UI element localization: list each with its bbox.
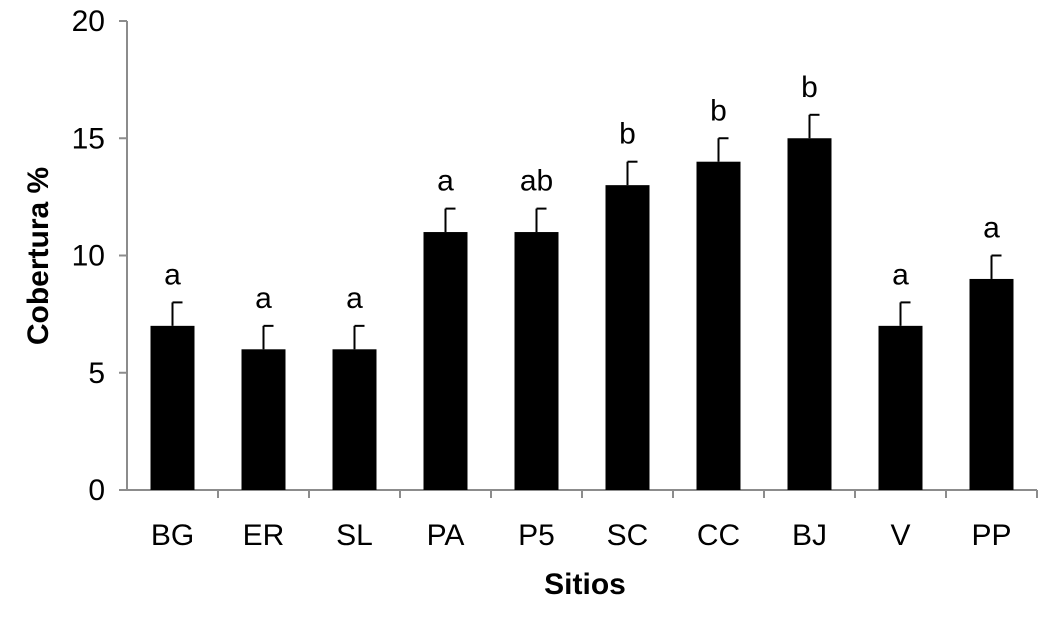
bar <box>423 232 468 491</box>
bar <box>969 278 1014 490</box>
y-tick-label: 15 <box>72 122 105 155</box>
bars <box>150 113 1014 491</box>
bar <box>150 325 195 490</box>
y-tick-label: 0 <box>88 474 105 507</box>
significance-label: a <box>892 258 909 291</box>
significance-label: a <box>437 165 454 198</box>
x-tick-label: BJ <box>792 519 827 552</box>
significance-label: a <box>346 282 363 315</box>
significance-label: b <box>710 94 727 127</box>
significance-label: a <box>255 282 272 315</box>
bar <box>605 185 650 490</box>
significance-label: a <box>983 212 1000 245</box>
labels: 0 5 10 15 20 a BG a ER a SL a PA ab P5 b SC b CC b BJ a Va PP <box>72 5 1012 552</box>
x-tick-label: SC <box>607 519 649 552</box>
bar <box>241 349 286 490</box>
x-tick-label: ER <box>243 519 285 552</box>
y-tick-label: 20 <box>72 5 105 38</box>
y-tick-label: 10 <box>72 240 105 273</box>
y-axis-title: Cobertura % <box>22 167 55 345</box>
x-tick-label: BG <box>151 519 194 552</box>
bar <box>787 138 832 490</box>
y-tick-label: 5 <box>88 357 105 390</box>
x-tick-label: V <box>890 519 910 552</box>
significance-label: a <box>164 258 181 291</box>
x-tick-label: SL <box>336 519 373 552</box>
significance-label: b <box>619 118 636 151</box>
x-axis-title: Sitios <box>544 568 626 601</box>
x-tick-label: CC <box>697 519 740 552</box>
x-tick-label: PP <box>971 519 1011 552</box>
bar <box>878 325 923 490</box>
bar <box>696 161 741 490</box>
significance-label: b <box>801 71 818 104</box>
bar <box>332 349 377 490</box>
x-tick-label: PA <box>427 519 465 552</box>
x-tick-label: P5 <box>518 519 555 552</box>
significance-label: ab <box>520 165 553 198</box>
bar <box>514 232 559 491</box>
